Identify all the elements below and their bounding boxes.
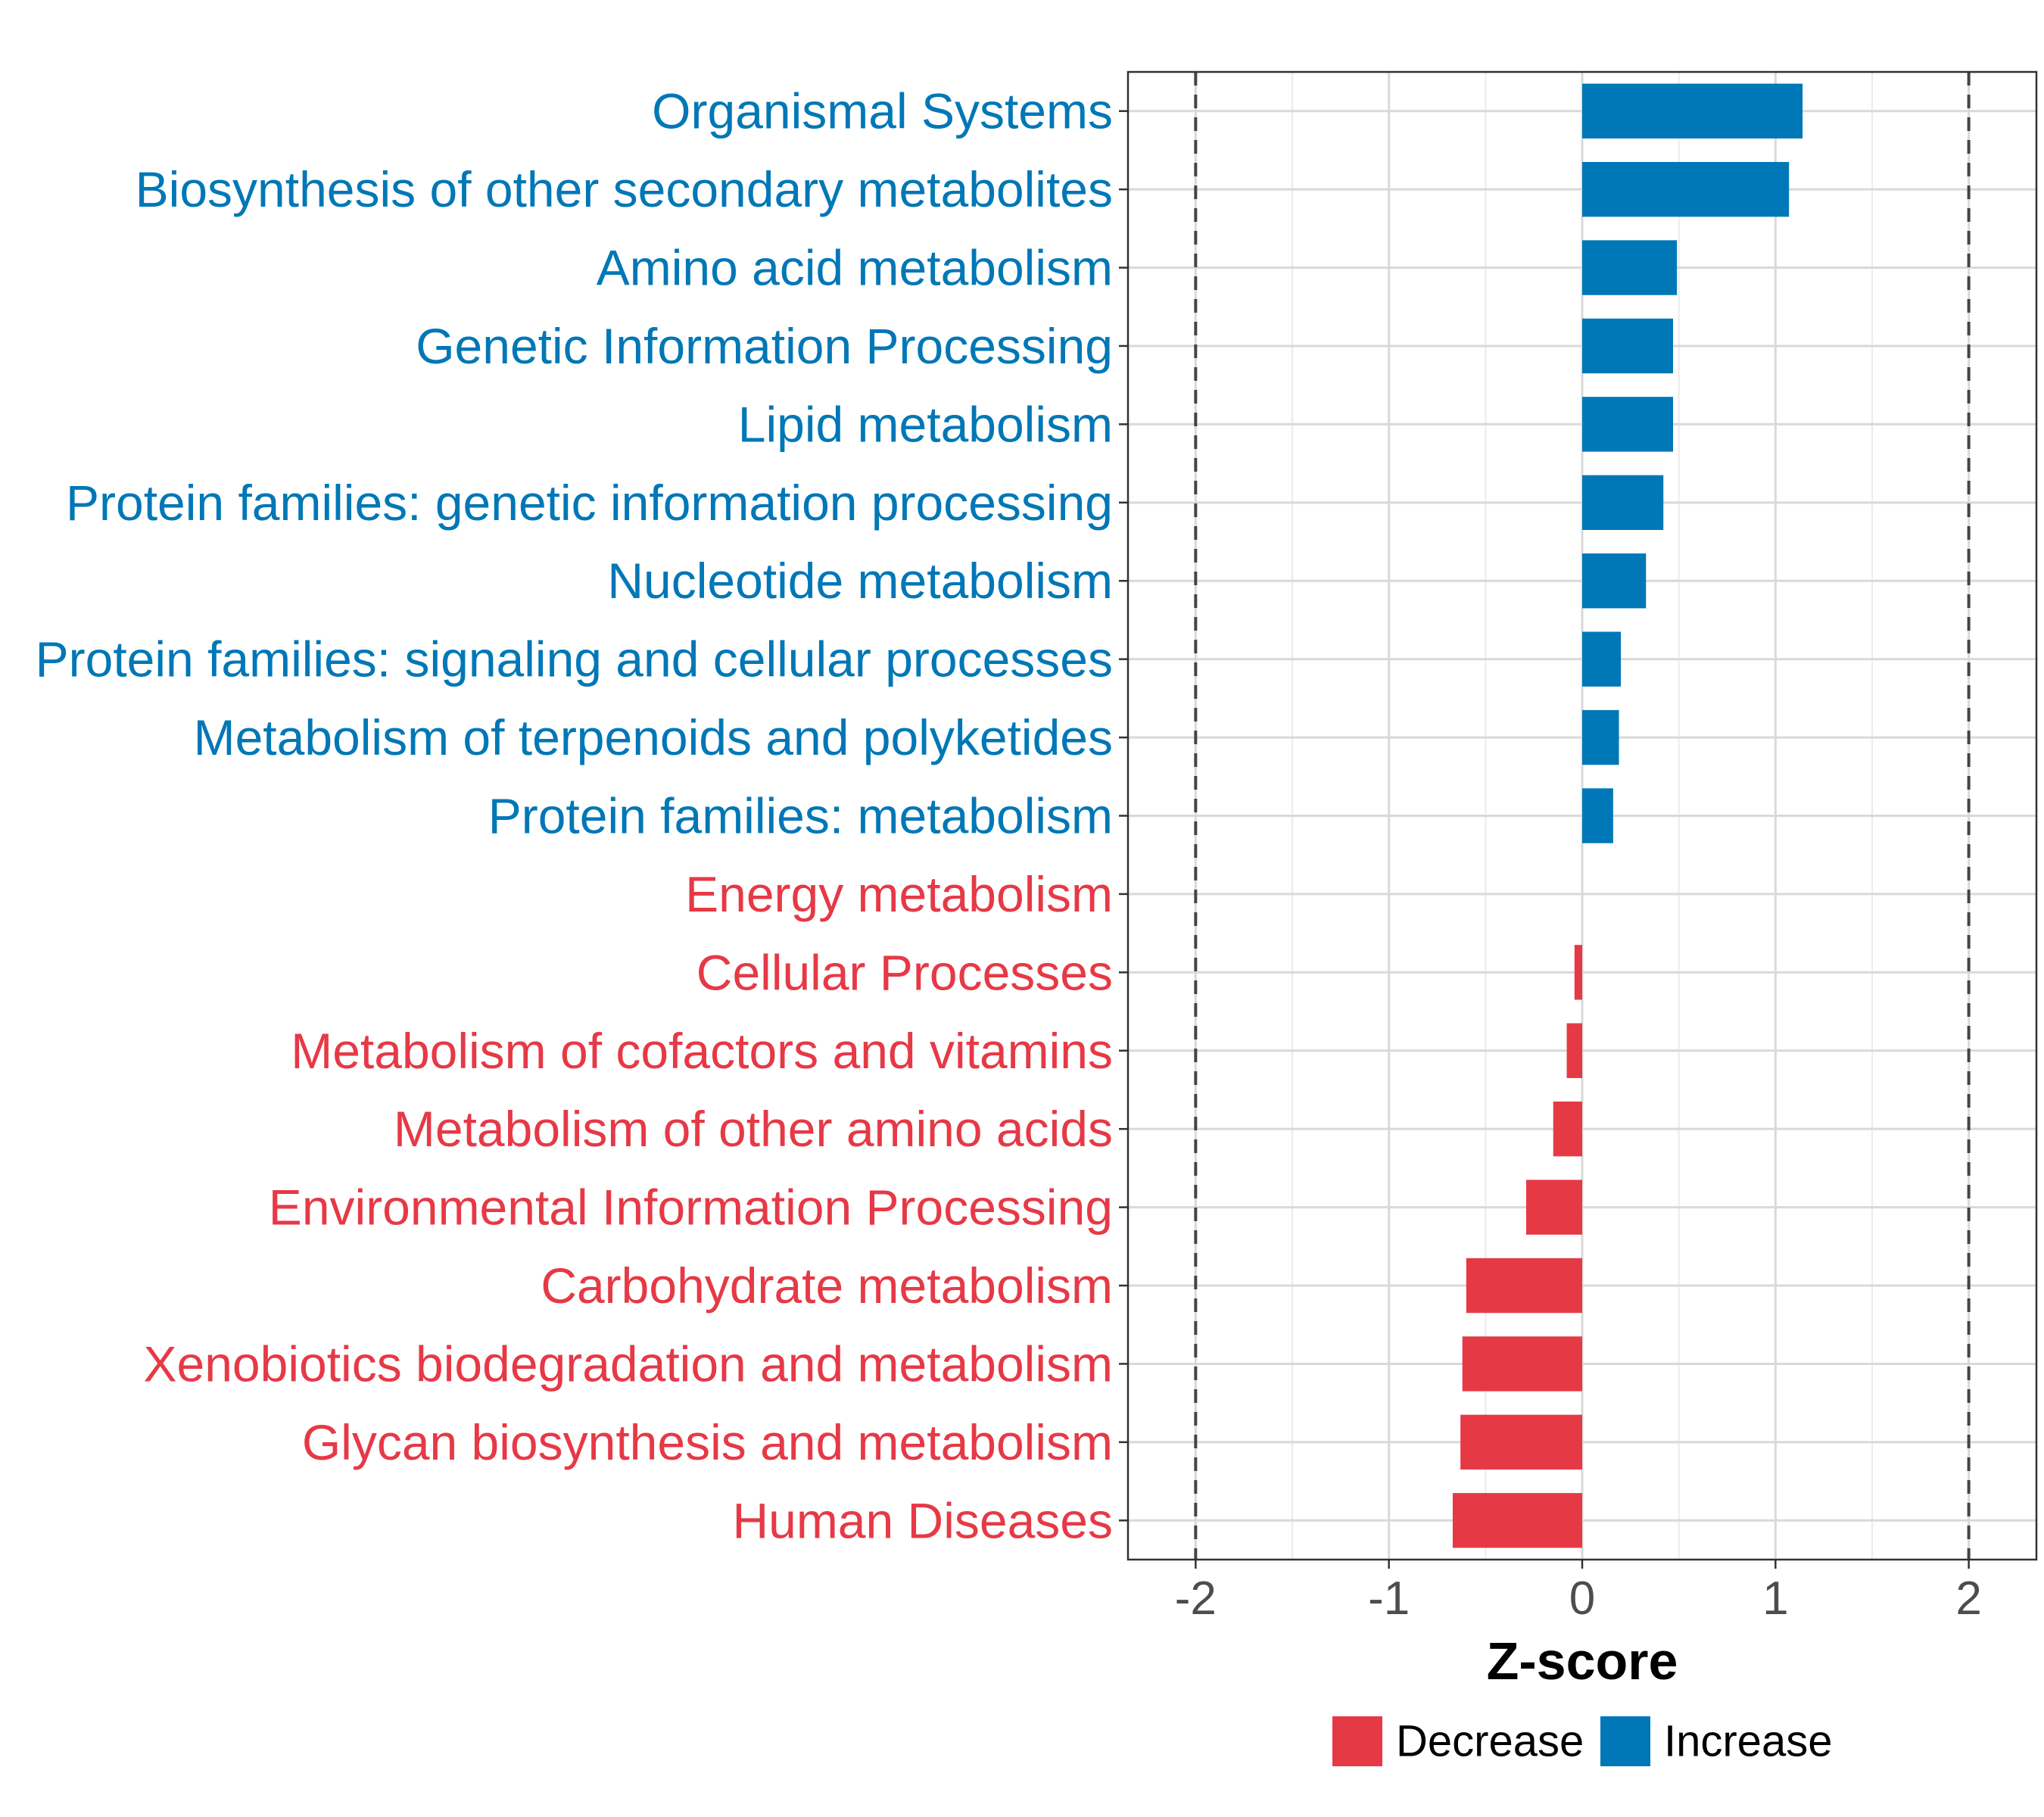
category-label: Protein families: genetic information pr… xyxy=(66,475,1113,531)
y-axis-ticks xyxy=(1119,110,1128,1522)
x-tick-label: 2 xyxy=(1955,1572,1981,1625)
category-label: Amino acid metabolism xyxy=(597,240,1113,296)
legend-label: Decrease xyxy=(1396,1717,1584,1766)
bar xyxy=(1582,161,1790,217)
category-label: Cellular Processes xyxy=(696,944,1113,1000)
legend: Decrease Increase xyxy=(1332,1716,1832,1766)
bar xyxy=(1553,1101,1582,1157)
category-label: Genetic Information Processing xyxy=(416,318,1113,374)
category-label: Metabolism of cofactors and vitamins xyxy=(291,1023,1113,1079)
legend-swatch xyxy=(1332,1716,1382,1766)
x-tick-label: 0 xyxy=(1569,1572,1595,1625)
bar xyxy=(1582,788,1613,843)
x-tick-label: 1 xyxy=(1762,1572,1788,1625)
bar xyxy=(1582,631,1622,687)
bar xyxy=(1582,397,1673,452)
bar xyxy=(1525,1180,1582,1235)
category-label: Organismal Systems xyxy=(652,83,1113,139)
bar xyxy=(1460,1414,1582,1470)
bar xyxy=(1574,945,1582,1000)
bar xyxy=(1582,475,1664,531)
legend-label: Increase xyxy=(1664,1717,1832,1766)
category-label: Protein families: signaling and cellular… xyxy=(36,631,1113,687)
category-label: Metabolism of terpenoids and polyketides xyxy=(194,709,1113,765)
x-axis-title: Z-score xyxy=(1487,1632,1678,1691)
y-axis-labels: Organismal Systems Biosynthesis of other … xyxy=(36,83,1113,1549)
x-tick-label: -1 xyxy=(1368,1572,1410,1625)
category-label: Glycan biosynthesis and metabolism xyxy=(302,1414,1113,1470)
category-label: Lipid metabolism xyxy=(738,396,1113,452)
category-label: Environmental Information Processing xyxy=(269,1180,1113,1236)
category-label: Carbohydrate metabolism xyxy=(541,1258,1113,1314)
category-label: Nucleotide metabolism xyxy=(607,553,1113,609)
category-label: Protein families: metabolism xyxy=(488,788,1113,844)
bar xyxy=(1582,553,1647,609)
category-label: Energy metabolism xyxy=(685,866,1113,922)
x-axis-ticks: -2 -1 0 1 2 xyxy=(1175,1560,1982,1625)
x-tick-label: -2 xyxy=(1175,1572,1217,1625)
bar xyxy=(1582,83,1803,139)
bars xyxy=(1452,83,1803,1548)
category-label: Xenobiotics biodegradation and metabolis… xyxy=(144,1335,1114,1392)
bar xyxy=(1582,240,1678,295)
legend-swatch xyxy=(1600,1716,1650,1766)
threshold-lines xyxy=(1194,72,1971,1560)
category-label: Biosynthesis of other secondary metaboli… xyxy=(136,161,1113,217)
bar xyxy=(1462,1336,1582,1392)
category-label: Human Diseases xyxy=(732,1492,1113,1548)
bar xyxy=(1582,709,1619,765)
bar xyxy=(1566,1023,1582,1078)
category-label: Metabolism of other amino acids xyxy=(394,1101,1113,1157)
bar xyxy=(1452,1493,1582,1548)
bar xyxy=(1466,1258,1582,1314)
bar xyxy=(1582,318,1673,374)
